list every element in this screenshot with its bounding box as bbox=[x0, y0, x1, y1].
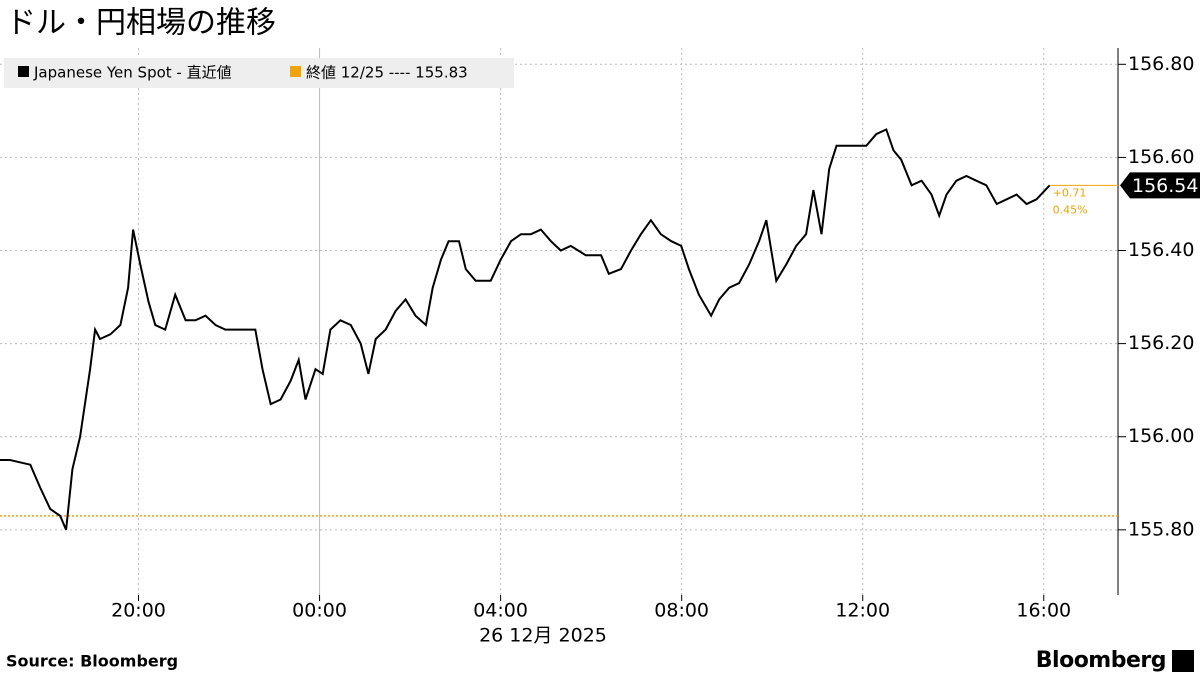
legend-swatch bbox=[290, 66, 301, 77]
chart-title: ドル・円相場の推移 bbox=[6, 6, 276, 41]
logo-icon bbox=[1172, 650, 1194, 672]
y-tick-label: 156.80 bbox=[1128, 53, 1194, 75]
legend-label: 終値 12/25 ---- 155.83 bbox=[306, 64, 468, 82]
x-tick-label: 20:00 bbox=[111, 600, 166, 622]
change-label: 0.45% bbox=[1053, 203, 1088, 216]
last-value-tag bbox=[1120, 172, 1200, 199]
last-value-label: 156.54 bbox=[1132, 175, 1198, 197]
x-tick-label: 12:00 bbox=[835, 600, 890, 622]
x-tick-label: 08:00 bbox=[654, 600, 709, 622]
logo: Bloomberg bbox=[1036, 648, 1166, 673]
change-label: +0.71 bbox=[1053, 186, 1087, 199]
x-tick-label: 04:00 bbox=[473, 600, 528, 622]
y-tick-label: 155.80 bbox=[1128, 518, 1194, 540]
x-tick-label: 16:00 bbox=[1016, 600, 1071, 622]
y-tick-label: 156.00 bbox=[1128, 425, 1194, 447]
y-tick-label: 156.60 bbox=[1128, 146, 1194, 168]
source: Source: Bloomberg bbox=[6, 652, 178, 671]
series-line bbox=[0, 128, 1051, 531]
x-sublabel: 26 12月 2025 bbox=[479, 625, 607, 647]
legend-label: Japanese Yen Spot - 直近値 bbox=[33, 64, 232, 82]
x-tick-label: 00:00 bbox=[292, 600, 347, 622]
y-tick-label: 156.40 bbox=[1128, 239, 1194, 261]
legend-box bbox=[4, 58, 514, 88]
y-tick-label: 156.20 bbox=[1128, 332, 1194, 354]
legend-swatch bbox=[18, 66, 29, 77]
